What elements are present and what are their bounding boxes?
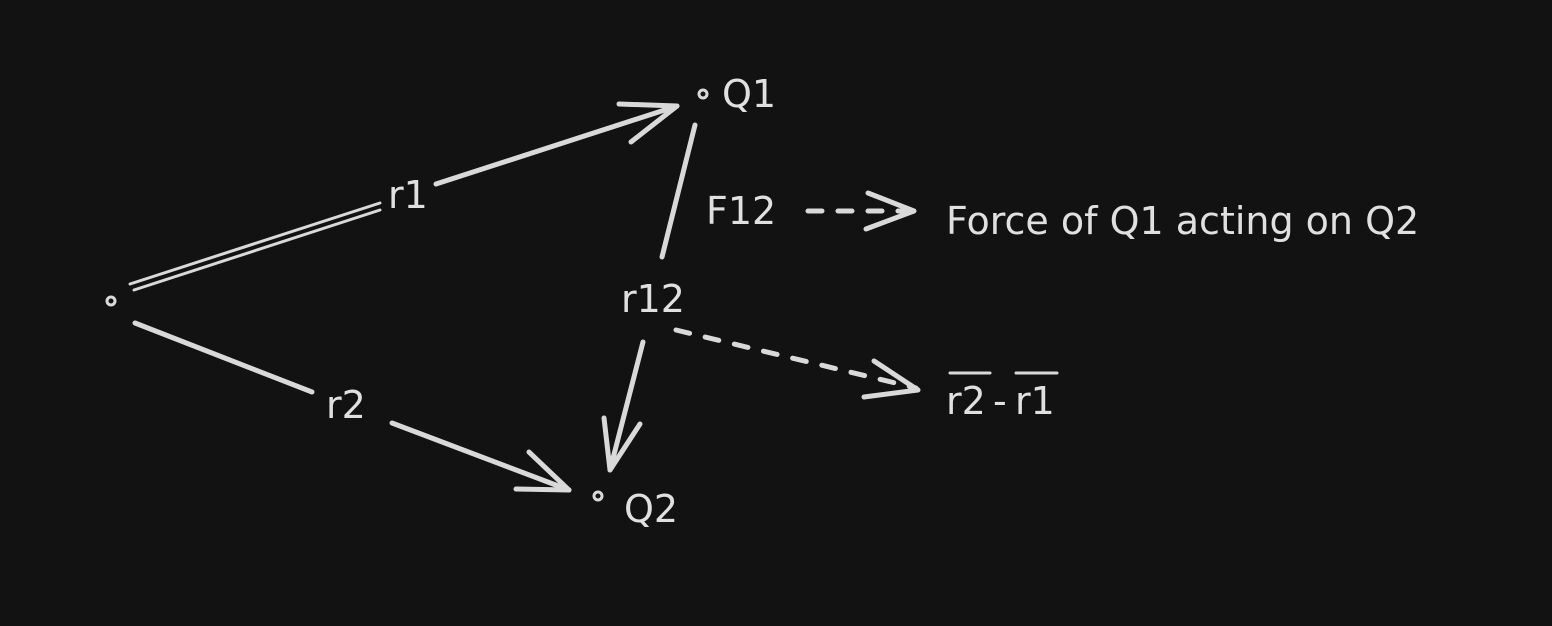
- q1-point: [697, 88, 709, 100]
- vector-r2: [132, 320, 572, 493]
- vector-r12: [601, 122, 698, 473]
- label-q1: Q1: [722, 72, 776, 116]
- label-r2: r2: [326, 383, 366, 427]
- pointer-r12: [673, 327, 921, 400]
- arrowhead-r12: [601, 415, 643, 473]
- r12-expression: r2 - r1: [946, 371, 1059, 423]
- q2-point: [592, 490, 604, 502]
- expression-minus: -: [993, 379, 1007, 423]
- arrowhead-r1: [616, 101, 680, 145]
- pointer-f12: [805, 190, 917, 232]
- arrowhead-r2: [513, 449, 572, 493]
- label-q2: Q2: [624, 487, 678, 531]
- vector-r1: [128, 101, 680, 292]
- label-r12: r12: [621, 277, 685, 321]
- expression-r2: r2: [946, 379, 986, 423]
- force-description: Force of Q1 acting on Q2: [946, 199, 1419, 243]
- expression-r1: r1: [1015, 379, 1055, 423]
- arrowhead-pointer-r12: [861, 358, 921, 400]
- label-f12: F12: [706, 189, 776, 233]
- origin-point: [105, 295, 117, 307]
- label-r1: r1: [388, 173, 428, 217]
- arrowhead-pointer-f12: [863, 190, 917, 232]
